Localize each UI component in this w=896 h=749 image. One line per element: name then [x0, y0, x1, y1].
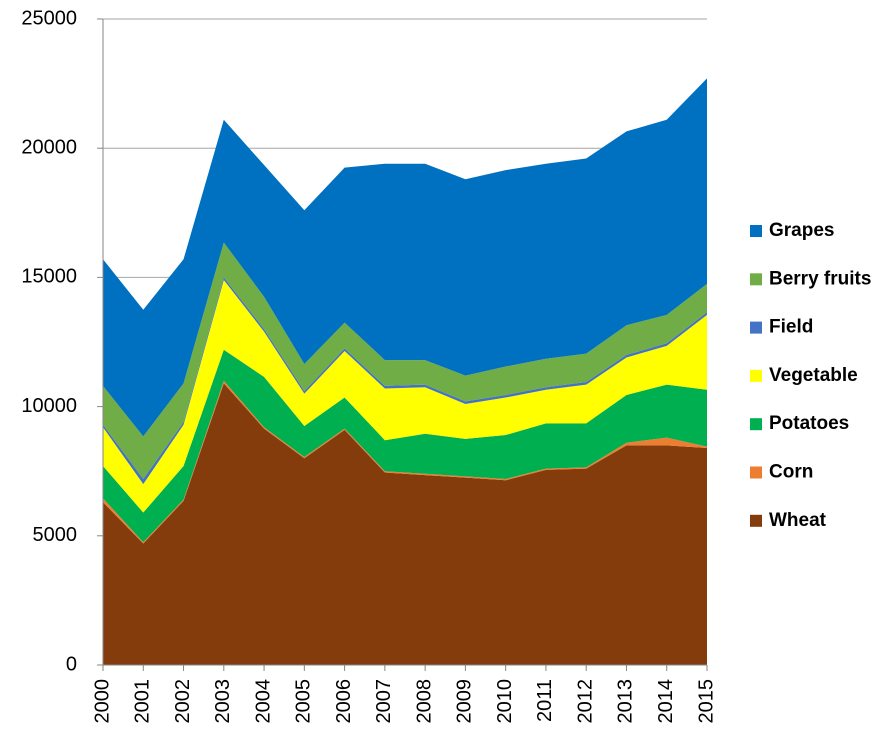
- x-tick-label: 2001: [132, 679, 154, 724]
- x-tick-label: 2010: [494, 679, 516, 724]
- y-tick-label: 5000: [33, 524, 78, 546]
- y-tick-label: 20000: [21, 136, 77, 158]
- x-tick-label: 2005: [293, 679, 315, 724]
- legend-swatch: [750, 369, 762, 382]
- legend-swatch: [750, 273, 762, 286]
- x-tick-label: 2002: [172, 679, 194, 724]
- area: [103, 279, 707, 513]
- x-tick-label: 2009: [454, 679, 476, 724]
- x-tick-label: 2012: [574, 679, 596, 724]
- y-tick-label: 25000: [21, 7, 77, 29]
- x-tick-label: 2013: [615, 679, 637, 724]
- y-tick-label: 15000: [21, 266, 77, 288]
- legend-swatch: [750, 225, 762, 237]
- x-tick-label: 2003: [212, 679, 234, 724]
- legend-swatch: [750, 321, 762, 334]
- legend-label: Berry fruits: [769, 268, 871, 289]
- x-tick-label: 2015: [695, 679, 717, 724]
- legend-swatch: [750, 514, 762, 527]
- x-tick-label: 2007: [373, 679, 395, 724]
- x-tick-label: 2000: [91, 679, 113, 724]
- y-tick-label: 10000: [21, 395, 77, 417]
- y-tick-label: 0: [66, 653, 77, 675]
- legend-label: Vegetable: [769, 365, 858, 386]
- legend-label: Field: [769, 317, 813, 338]
- area: [103, 349, 707, 543]
- area: [103, 383, 707, 665]
- legend-swatch: [750, 418, 762, 431]
- x-tick-label: 2008: [413, 679, 435, 724]
- legend-label: Grapes: [769, 220, 834, 241]
- legend-swatch: [750, 466, 762, 479]
- area: [103, 78, 707, 437]
- x-tick-label: 2004: [252, 679, 274, 724]
- x-tick-label: 2006: [333, 679, 355, 724]
- legend-label: Wheat: [769, 510, 827, 531]
- legend-label: Corn: [769, 462, 813, 483]
- legend-label: Potatoes: [769, 413, 849, 434]
- area: [103, 242, 707, 479]
- x-tick-label: 2014: [655, 679, 677, 724]
- x-tick-label: 2011: [534, 679, 556, 722]
